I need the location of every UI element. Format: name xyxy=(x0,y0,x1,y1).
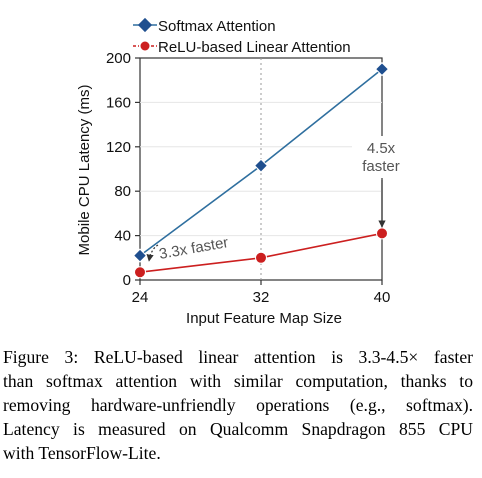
annotation-3-3x-label: 3.3x faster xyxy=(158,234,230,263)
latency-chart: Softmax Attention ReLU-based Linear Atte… xyxy=(76,17,408,327)
x-tick-label: 32 xyxy=(253,289,270,306)
data-point-softmax xyxy=(132,248,148,263)
legend-softmax-label: Softmax Attention xyxy=(158,18,276,35)
legend-softmax-marker xyxy=(137,17,153,33)
annotation-4-5x-background xyxy=(352,136,408,178)
y-tick-label: 80 xyxy=(114,183,131,200)
data-point-relu xyxy=(376,227,388,240)
y-tick-label: 0 xyxy=(123,272,131,289)
data-point-softmax xyxy=(374,62,390,77)
figure-caption: Figure 3: ReLU-based linear attention is… xyxy=(3,345,473,465)
caption-line: Figure 3: ReLU-based linear attention is… xyxy=(3,347,473,367)
y-tick-label: 40 xyxy=(114,228,131,245)
annotation-4-5x: 4.5x faster xyxy=(352,136,408,228)
legend-relu-marker xyxy=(140,41,150,51)
legend: Softmax Attention ReLU-based Linear Atte… xyxy=(133,17,351,56)
legend-relu-label: ReLU-based Linear Attention xyxy=(158,39,351,56)
annotation-3-3x: 3.3x faster xyxy=(146,234,230,263)
legend-item-softmax: Softmax Attention xyxy=(133,17,276,35)
x-axis-ticks: 24 32 40 xyxy=(132,280,391,306)
y-axis-ticks: 0 40 80 120 160 200 xyxy=(106,50,140,289)
data-point-relu xyxy=(255,251,267,264)
caption-line: Latency is measured on Qualcomm Snapdrag… xyxy=(3,419,473,439)
legend-item-relu: ReLU-based Linear Attention xyxy=(133,39,351,56)
x-axis-title: Input Feature Map Size xyxy=(186,310,342,327)
caption-line: removing hardware-unfriendly operations … xyxy=(3,395,473,415)
x-tick-label: 24 xyxy=(132,289,149,306)
series xyxy=(132,62,390,279)
data-point-relu xyxy=(134,266,146,279)
caption-line: than softmax attention with similar comp… xyxy=(3,371,473,391)
annotation-3-3x-arrow xyxy=(146,244,159,262)
y-axis-title: Mobile CPU Latency (ms) xyxy=(76,85,93,256)
data-point-softmax xyxy=(253,158,269,173)
x-tick-label: 40 xyxy=(374,289,391,306)
y-tick-label: 120 xyxy=(106,139,131,156)
y-tick-label: 200 xyxy=(106,50,131,67)
annotation-4-5x-line2: faster xyxy=(362,158,400,175)
y-tick-label: 160 xyxy=(106,94,131,111)
caption-line: with TensorFlow-Lite. xyxy=(3,443,161,463)
annotation-4-5x-line1: 4.5x xyxy=(367,140,396,157)
